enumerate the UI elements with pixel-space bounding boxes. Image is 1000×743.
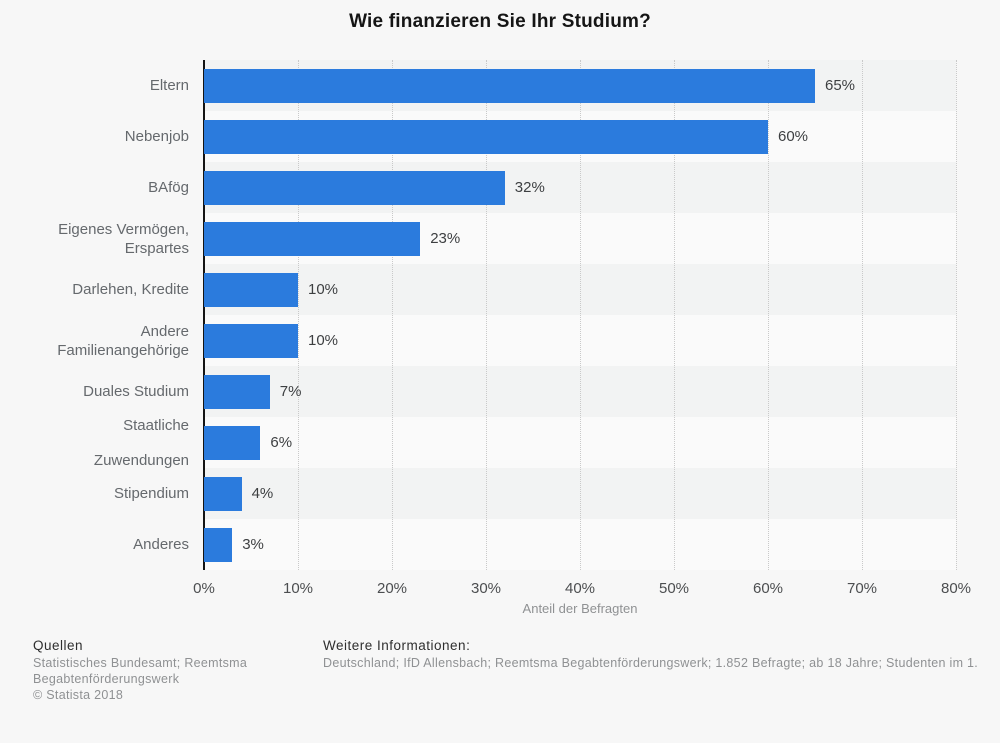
category-label: BAfög [148,179,189,196]
bar-area: 3% [204,519,956,570]
chart-row: Eigenes Vermögen, Erspartes 23% [0,213,1000,264]
chart-footer: Quellen Statistisches Bundesamt; Reemtsm… [0,638,1000,703]
plot-area: Eltern 65% Nebenjob 60% BAfög 32% [0,60,1000,570]
bar-area: 10% [204,315,956,366]
chart-row: Anderes 3% [0,519,1000,570]
chart-row: Darlehen, Kredite 10% [0,264,1000,315]
sources-block: Quellen Statistisches Bundesamt; Reemtsm… [33,638,323,703]
x-tick: 80% [940,580,972,597]
bar [204,272,298,307]
bar-area: 60% [204,111,956,162]
category-label: Staatliche Zuwendungen [93,416,189,469]
bar-area: 4% [204,468,956,519]
x-tick: 40% [564,580,596,597]
bar [204,374,270,409]
category-label: Eigenes Vermögen, Erspartes [58,220,189,257]
x-axis-label: Anteil der Befragten [522,601,638,616]
bar-area: 32% [204,162,956,213]
chart-row: Andere Familienangehörige 10% [0,315,1000,366]
chart-row: Eltern 65% [0,60,1000,111]
x-tick: 60% [752,580,784,597]
bar-area: 23% [204,213,956,264]
bar [204,68,815,103]
chart-row: Staatliche Zuwendungen 6% [0,416,1000,469]
bar-area: 6% [204,417,956,468]
chart-row: BAfög 32% [0,162,1000,213]
x-tick: 20% [376,580,408,597]
copyright-notice: © Statista 2018 [33,687,124,702]
bar-area: 10% [204,264,956,315]
x-tick: 50% [658,580,690,597]
value-label: 4% [251,485,274,502]
info-block: Weitere Informationen: Deutschland; IfD … [323,638,1000,703]
category-label: Nebenjob [124,128,189,145]
info-heading: Weitere Informationen: [323,638,471,653]
bar [204,323,298,358]
value-label: 10% [308,281,339,298]
bar [204,170,505,205]
bar [204,425,261,460]
chart: Eltern 65% Nebenjob 60% BAfög 32% [0,60,1000,623]
x-tick: 70% [846,580,878,597]
chart-row: Nebenjob 60% [0,111,1000,162]
value-label: 7% [279,383,302,400]
x-tick: 10% [282,580,314,597]
value-label: 23% [430,230,461,247]
sources-heading: Quellen [33,638,84,653]
category-label: Eltern [149,77,189,94]
value-label: 65% [825,77,856,94]
value-label: 3% [242,536,264,553]
sources-line: Statistisches Bundesamt; Reemtsma [33,656,248,670]
value-label: 32% [514,179,545,196]
value-label: 6% [270,434,293,451]
bar [204,476,242,511]
bar-area: 7% [204,366,956,417]
category-label: Darlehen, Kredite [72,281,189,298]
info-text: Deutschland; IfD Allensbach; Reemtsma Be… [323,656,979,670]
bar [204,527,233,562]
bar [204,119,768,154]
chart-row: Stipendium 4% [0,468,1000,519]
category-label: Anderes [133,536,189,553]
bar [204,221,421,256]
value-label: 10% [308,332,339,349]
category-label: Andere Familienangehörige [57,322,189,359]
category-label: Duales Studium [83,383,189,400]
value-label: 60% [778,128,809,145]
x-tick: 0% [193,580,215,597]
x-axis-ticks: 0% 10% 20% 30% 40% 50% 60% 70% 80% [193,570,971,601]
chart-title: Wie finanzieren Sie Ihr Studium? [349,11,651,32]
bar-area: 65% [204,60,956,111]
sources-line: Begabtenförderungswerk [33,671,180,686]
x-tick: 30% [470,580,502,597]
category-label: Stipendium [113,485,189,502]
